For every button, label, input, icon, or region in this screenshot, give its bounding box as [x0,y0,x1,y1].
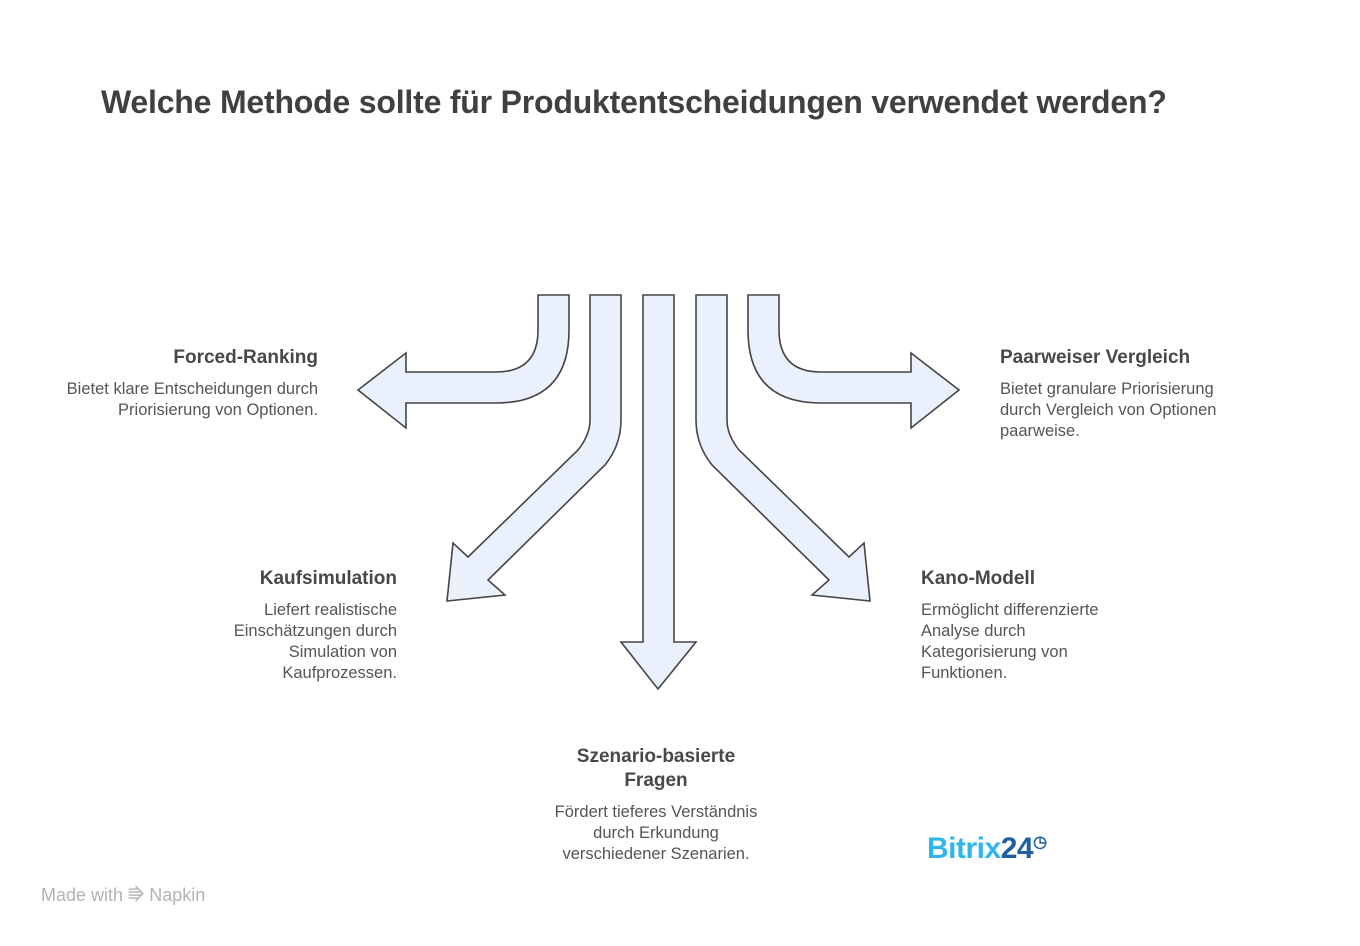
option-text: Ermöglicht differenzierte Analyse durch … [921,601,1099,682]
arrow-paarweiser-vergleich [747,294,961,430]
arrow-kaufsimulation [446,294,622,602]
option-paarweiser-vergleich: Paarweiser Vergleich Bietet granulare Pr… [1000,346,1250,442]
made-with-napkin[interactable]: Made with ⭆ Napkin [41,885,206,905]
option-text: Liefert realistische Einschätzungen durc… [233,601,397,682]
arrow-forced-ranking [356,294,570,430]
option-heading: Forced-Ranking [173,347,318,368]
option-heading: Kaufsimulation [259,568,397,589]
option-text: Bietet granulare Priorisierung durch Ver… [1000,380,1217,440]
option-szenario-basierte-fragen: Szenario-basierte Fragen Fördert tiefere… [546,745,766,865]
clock-icon: ◷ [1033,834,1047,851]
option-kano-modell: Kano-Modell Ermöglicht differenzierte An… [921,567,1131,684]
option-text: Fördert tieferes Verständnis durch Erkun… [554,803,758,863]
option-kaufsimulation: Kaufsimulation Liefert realistische Eins… [137,567,397,684]
page-title: Welche Methode sollte für Produktentsche… [101,84,1167,120]
option-forced-ranking: Forced-Ranking Bietet klare Entscheidung… [58,346,318,421]
napkin-icon: ⭆ [128,885,145,905]
option-heading: Paarweiser Vergleich [1000,347,1191,368]
option-text: Bietet klare Entscheidungen durch Priori… [66,380,318,419]
bitrix24-logo: Bitrix24◷ [927,832,1047,865]
arrow-kano-modell [695,294,871,602]
option-heading: Szenario-basierte Fragen [576,746,736,791]
arrow-szenario [619,294,698,691]
option-heading: Kano-Modell [921,568,1035,589]
